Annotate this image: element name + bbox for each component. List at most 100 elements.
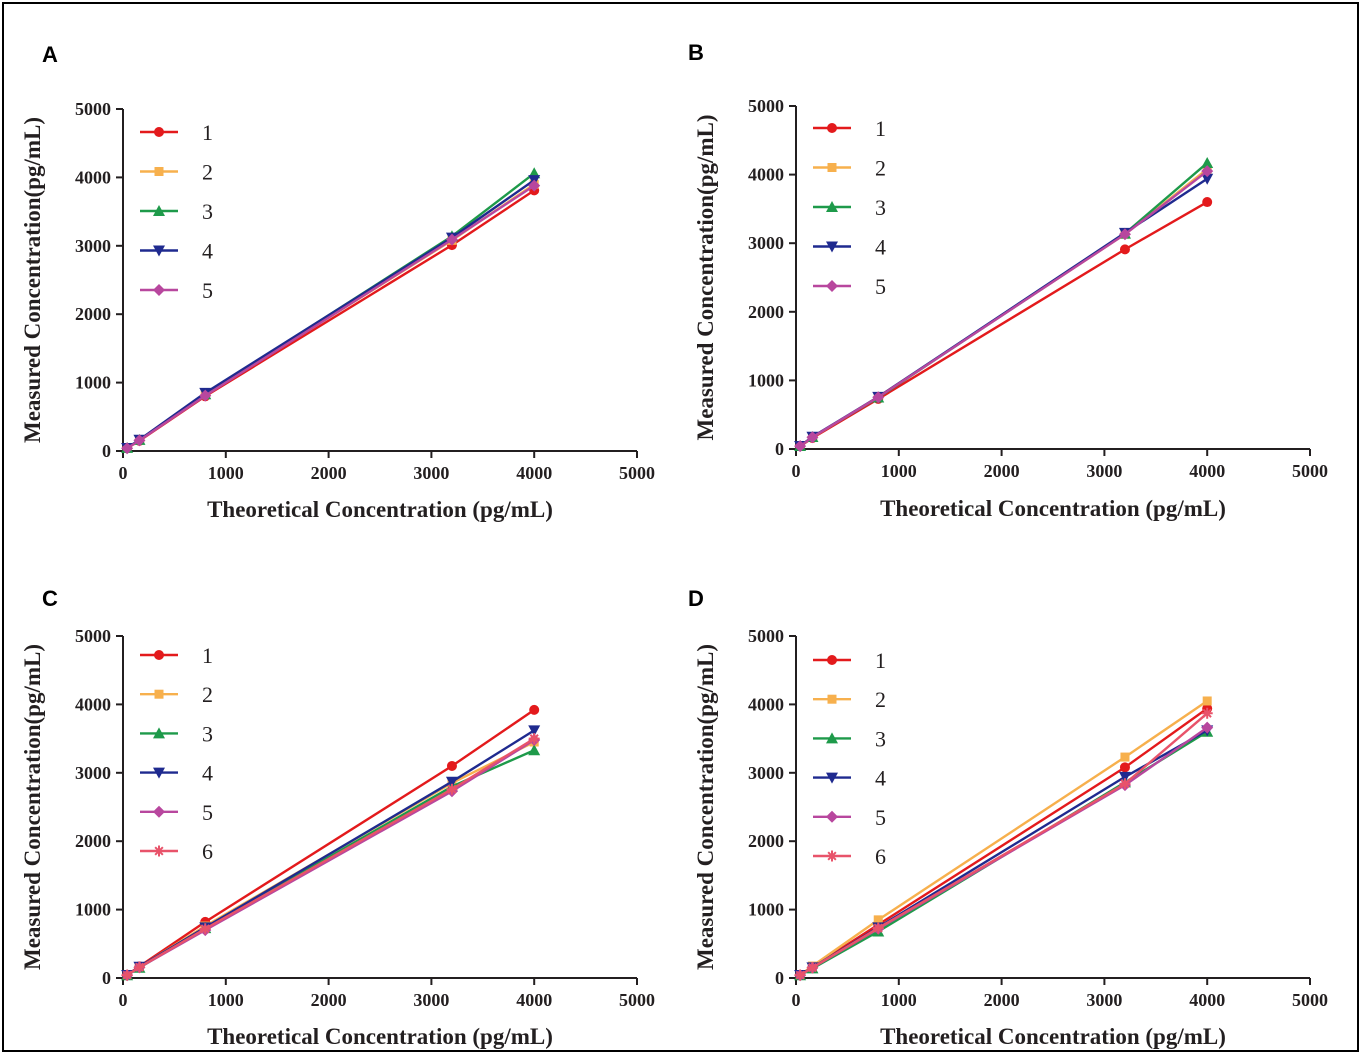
- x-tick-label: 3000: [413, 990, 449, 1010]
- data-point-series-5: [528, 179, 541, 192]
- legend-label-3: 3: [875, 195, 886, 220]
- series-line-1: [126, 708, 535, 976]
- series-line-3: [126, 749, 535, 977]
- y-tick-label: 5000: [748, 626, 784, 646]
- data-point-series-6: [872, 922, 884, 934]
- legend-marker-5: [153, 284, 165, 296]
- x-axis-title: Theoretical Concentration (pg/mL): [207, 1024, 553, 1049]
- legend-label-3: 3: [202, 199, 213, 224]
- panel-letter: B: [688, 40, 704, 65]
- data-point-series-4: [1201, 173, 1214, 185]
- legend-marker-4: [826, 241, 838, 253]
- legend-label-5: 5: [875, 805, 886, 830]
- data-point-series-5: [1201, 165, 1214, 178]
- series-line-2: [799, 168, 1208, 448]
- data-point-series-3: [528, 744, 541, 756]
- data-point-series-6: [1201, 707, 1213, 719]
- legend-label-3: 3: [202, 721, 213, 746]
- legend-label-5: 5: [202, 800, 213, 825]
- legend-marker-3: [153, 727, 165, 739]
- y-tick-label: 0: [775, 968, 784, 988]
- data-point-series-5: [445, 233, 458, 246]
- legend-label-1: 1: [875, 116, 886, 141]
- x-tick-label: 2000: [311, 990, 347, 1010]
- legend-marker-6: [826, 850, 838, 862]
- series-line-2: [799, 699, 1208, 976]
- data-point-series-1: [1202, 197, 1213, 208]
- x-tick-label: 5000: [619, 990, 655, 1010]
- y-tick-label: 0: [102, 441, 111, 461]
- y-tick-label: 1000: [748, 370, 784, 390]
- y-tick-label: 4000: [748, 165, 784, 185]
- panel-letter: D: [688, 586, 704, 611]
- data-point-series-6: [794, 969, 806, 981]
- legend-marker-4: [153, 767, 165, 779]
- x-tick-label: 1000: [881, 461, 917, 481]
- y-tick-label: 5000: [75, 99, 111, 119]
- legend-marker-1: [154, 127, 164, 137]
- y-tick-label: 0: [775, 439, 784, 459]
- data-point-series-5: [1201, 721, 1214, 734]
- y-tick-label: 4000: [748, 694, 784, 714]
- series-line-6: [126, 737, 535, 977]
- data-point-series-3: [1201, 156, 1214, 168]
- panel-letter: A: [42, 42, 58, 67]
- y-tick-label: 4000: [75, 694, 111, 714]
- data-point-series-2: [1120, 752, 1130, 762]
- x-tick-label: 3000: [413, 463, 449, 483]
- x-tick-label: 4000: [1189, 461, 1225, 481]
- chart-panel-b: B 0 1000 2000 3000 4000 5000 0 1000 2000 3000 4000 5…: [688, 40, 1328, 521]
- data-point-series-1: [1119, 244, 1130, 255]
- data-point-series-6: [528, 733, 540, 745]
- legend-label-2: 2: [202, 682, 213, 707]
- legend-label-2: 2: [202, 160, 213, 185]
- legend-label-1: 1: [202, 120, 213, 145]
- x-tick-label: 2000: [311, 463, 347, 483]
- x-tick-label: 2000: [984, 461, 1020, 481]
- x-tick-label: 4000: [516, 990, 552, 1010]
- x-tick-label: 0: [119, 990, 128, 1010]
- legend-marker-2: [154, 167, 164, 176]
- data-point-series-6: [133, 961, 145, 973]
- legend-marker-6: [153, 845, 165, 857]
- y-axis-title: Measured Concentration(pg/mL): [20, 644, 45, 970]
- x-axis-title: Theoretical Concentration (pg/mL): [207, 497, 553, 522]
- legend-label-5: 5: [202, 278, 213, 303]
- y-tick-label: 3000: [748, 233, 784, 253]
- legend-label-4: 4: [202, 761, 213, 786]
- legend-marker-5: [153, 805, 165, 818]
- data-point-series-5: [794, 440, 807, 453]
- y-tick-label: 0: [102, 968, 111, 988]
- y-tick-label: 1000: [75, 900, 111, 920]
- legend-marker-5: [826, 280, 838, 292]
- legend-marker-2: [154, 689, 164, 699]
- legend-label-3: 3: [875, 726, 886, 751]
- chart-panel-c: C 0 1000 2000 3000 4000 5000 0 1000 2000 3000 4000 5…: [20, 586, 655, 1049]
- legend-label-1: 1: [875, 648, 886, 673]
- data-point-series-6: [806, 962, 818, 974]
- legend-label-2: 2: [875, 156, 886, 181]
- y-tick-label: 3000: [748, 763, 784, 783]
- data-point-series-1: [529, 704, 540, 715]
- data-point-series-6: [121, 969, 133, 981]
- y-tick-label: 5000: [75, 626, 111, 646]
- data-point-series-5: [872, 391, 885, 404]
- data-point-series-5: [133, 434, 146, 447]
- legend-marker-4: [153, 245, 165, 257]
- legend-marker-5: [826, 810, 838, 823]
- chart-panel-a: A 0 1000 2000 3000 4000 5000 0 1000 2000 3000 4000 5…: [20, 42, 655, 522]
- data-point-series-4: [528, 725, 541, 737]
- legend-label-6: 6: [202, 839, 213, 864]
- y-tick-label: 2000: [75, 831, 111, 851]
- data-point-series-5: [806, 431, 819, 444]
- x-tick-label: 3000: [1086, 461, 1122, 481]
- legend-label-1: 1: [202, 643, 213, 668]
- legend-marker-3: [826, 201, 838, 212]
- data-point-series-6: [446, 783, 458, 795]
- x-axis-title: Theoretical Concentration (pg/mL): [880, 496, 1226, 521]
- data-point-series-1: [446, 760, 457, 771]
- series-line-1: [799, 707, 1208, 977]
- x-tick-label: 4000: [1189, 990, 1225, 1010]
- data-point-series-1: [1119, 762, 1130, 773]
- legend-label-4: 4: [875, 235, 886, 260]
